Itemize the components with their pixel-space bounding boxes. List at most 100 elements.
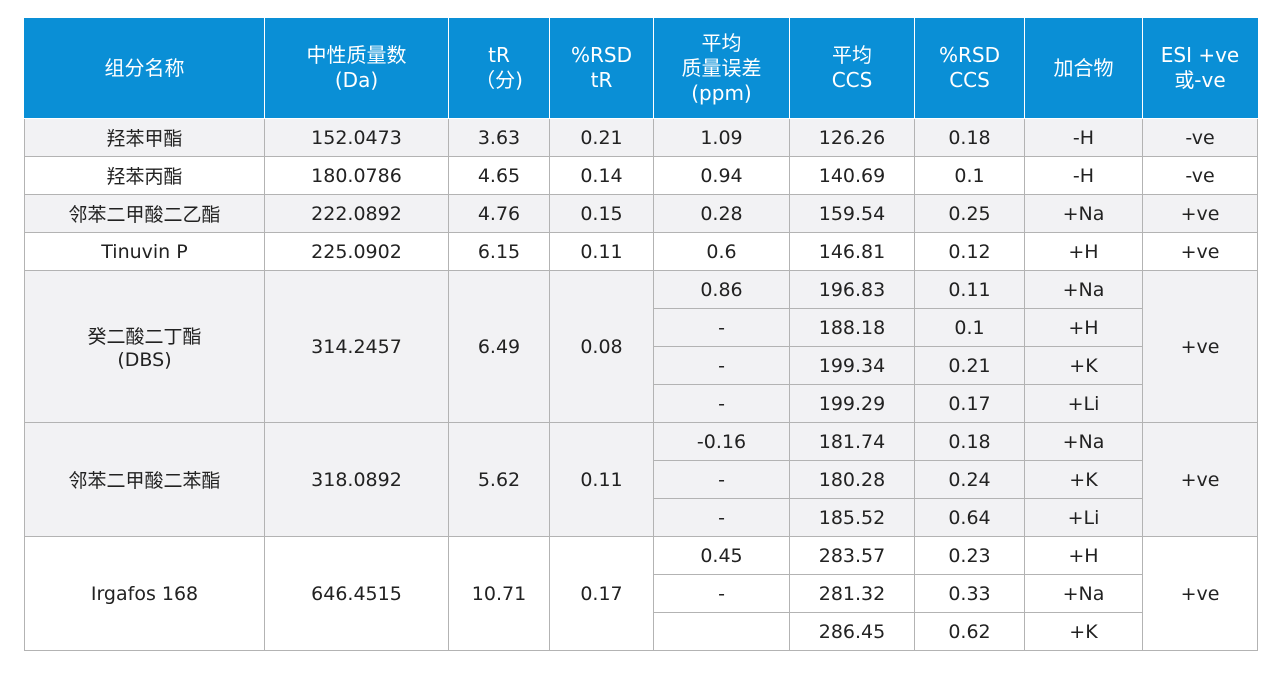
col-header-component: 组分名称 xyxy=(24,18,265,119)
rsd-ccs: 0.18 xyxy=(914,422,1025,461)
adduct: +Na xyxy=(1024,574,1143,613)
ccs-value: 188.18 xyxy=(789,308,915,347)
esi-mode: +ve xyxy=(1142,232,1258,271)
neutral-mass: 222.0892 xyxy=(264,194,449,233)
col-header-mass-error: 平均 质量误差 (ppm) xyxy=(653,18,790,119)
table-row: Tinuvin P 225.0902 6.15 0.11 0.6 146.81 … xyxy=(24,232,1258,271)
component-name: 邻苯二甲酸二乙酯 xyxy=(24,194,265,233)
retention-time: 10.71 xyxy=(448,536,550,651)
table-row: - 199.29 0.17 +Li xyxy=(25,384,1258,423)
ccs-value: 196.83 xyxy=(789,270,915,309)
ccs-value: 199.29 xyxy=(789,384,915,423)
esi-mode: +ve xyxy=(1142,536,1258,651)
retention-time: 6.49 xyxy=(448,270,550,423)
esi-mode: -ve xyxy=(1142,156,1258,195)
component-name: 羟苯甲酯 xyxy=(24,118,265,157)
table-row: 羟苯甲酯 152.0473 3.63 0.21 1.09 126.26 0.18… xyxy=(24,118,1258,157)
mass-error: 0.6 xyxy=(653,232,790,271)
ccs-value: 181.74 xyxy=(789,422,915,461)
rsd-ccs: 0.24 xyxy=(914,460,1025,499)
col-header-retention-time: tR （分) xyxy=(448,18,550,119)
component-name: 羟苯丙酯 xyxy=(24,156,265,195)
adduct: +H xyxy=(1024,536,1143,575)
ccs-value: 281.32 xyxy=(789,574,915,613)
ccs-value: 159.54 xyxy=(789,194,915,233)
adduct: +H xyxy=(1024,232,1143,271)
neutral-mass: 318.0892 xyxy=(264,422,449,537)
neutral-mass: 180.0786 xyxy=(264,156,449,195)
col-header-neutral-mass: 中性质量数 (Da) xyxy=(264,18,449,119)
ccs-value: 140.69 xyxy=(789,156,915,195)
rsd-ccs: 0.21 xyxy=(914,346,1025,385)
rsd-ccs: 0.1 xyxy=(914,156,1025,195)
mass-error: 1.09 xyxy=(653,118,790,157)
adduct: +K xyxy=(1024,460,1143,499)
adduct: -H xyxy=(1024,118,1143,157)
component-name: 癸二酸二丁酯 (DBS) xyxy=(24,270,265,423)
table-row: Irgafos 168 646.4515 10.71 0.17 0.45 283… xyxy=(24,536,1258,651)
esi-mode: +ve xyxy=(1142,422,1258,537)
table-row: - 185.52 0.64 +Li xyxy=(25,498,1258,537)
table-row: 邻苯二甲酸二乙酯 222.0892 4.76 0.15 0.28 159.54 … xyxy=(24,194,1258,233)
col-header-ccs: 平均 CCS xyxy=(789,18,915,119)
esi-mode: +ve xyxy=(1142,270,1258,423)
mass-error: - xyxy=(653,384,790,423)
adduct: +K xyxy=(1024,612,1143,651)
adduct: +Li xyxy=(1024,384,1143,423)
adduct: +K xyxy=(1024,346,1143,385)
table-row: - 180.28 0.24 +K xyxy=(25,460,1258,499)
rsd-ccs: 0.64 xyxy=(914,498,1025,537)
retention-time: 5.62 xyxy=(448,422,550,537)
neutral-mass: 152.0473 xyxy=(264,118,449,157)
retention-time: 6.15 xyxy=(448,232,550,271)
mass-error: - xyxy=(653,460,790,499)
results-table: 组分名称 中性质量数 (Da) tR （分) %RSD tR 平均 质量误差 (ppm) … xyxy=(24,18,1258,651)
mass-error: -0.16 xyxy=(653,422,790,461)
rsd-ccs: 0.11 xyxy=(914,270,1025,309)
ccs-value: 286.45 xyxy=(789,612,915,651)
rsd-ccs: 0.1 xyxy=(914,308,1025,347)
mass-error: 0.45 xyxy=(653,536,790,575)
ccs-value: 180.28 xyxy=(789,460,915,499)
adduct: +Na xyxy=(1024,422,1143,461)
rsd-ccs: 0.62 xyxy=(914,612,1025,651)
rsd-ccs: 0.18 xyxy=(914,118,1025,157)
mass-error: 0.86 xyxy=(653,270,790,309)
mass-error: 0.28 xyxy=(653,194,790,233)
rsd-ccs: 0.17 xyxy=(914,384,1025,423)
rsd-ccs: 0.33 xyxy=(914,574,1025,613)
table-row: 邻苯二甲酸二苯酯 318.0892 5.62 0.11 -0.16 181.74… xyxy=(24,422,1258,537)
component-name: Irgafos 168 xyxy=(24,536,265,651)
table-row: 286.45 0.62 +K xyxy=(25,612,1258,651)
rsd-tr: 0.08 xyxy=(549,270,654,423)
rsd-tr: 0.14 xyxy=(549,156,654,195)
rsd-tr: 0.15 xyxy=(549,194,654,233)
mass-error: - xyxy=(653,574,790,613)
header-row: 组分名称 中性质量数 (Da) tR （分) %RSD tR 平均 质量误差 (ppm) … xyxy=(24,18,1258,119)
table-row: - 281.32 0.33 +Na xyxy=(25,574,1258,613)
retention-time: 4.65 xyxy=(448,156,550,195)
rsd-tr: 0.17 xyxy=(549,536,654,651)
rsd-tr: 0.21 xyxy=(549,118,654,157)
mass-error: 0.94 xyxy=(653,156,790,195)
neutral-mass: 225.0902 xyxy=(264,232,449,271)
rsd-tr: 0.11 xyxy=(549,422,654,537)
adduct: +Na xyxy=(1024,194,1143,233)
table-row: 癸二酸二丁酯 (DBS) 314.2457 6.49 0.08 0.86 196.… xyxy=(24,270,1258,423)
mass-error: - xyxy=(653,346,790,385)
retention-time: 3.63 xyxy=(448,118,550,157)
table-row: - 199.34 0.21 +K xyxy=(25,346,1258,385)
col-header-rsd-ccs: %RSD CCS xyxy=(914,18,1025,119)
adduct: +Li xyxy=(1024,498,1143,537)
adduct: +Na xyxy=(1024,270,1143,309)
col-header-rsd-tr: %RSD tR xyxy=(549,18,654,119)
retention-time: 4.76 xyxy=(448,194,550,233)
ccs-value: 185.52 xyxy=(789,498,915,537)
rsd-ccs: 0.12 xyxy=(914,232,1025,271)
mass-error: - xyxy=(653,308,790,347)
adduct: -H xyxy=(1024,156,1143,195)
component-name: Tinuvin P xyxy=(24,232,265,271)
esi-mode: +ve xyxy=(1142,194,1258,233)
rsd-ccs: 0.23 xyxy=(914,536,1025,575)
neutral-mass: 646.4515 xyxy=(264,536,449,651)
